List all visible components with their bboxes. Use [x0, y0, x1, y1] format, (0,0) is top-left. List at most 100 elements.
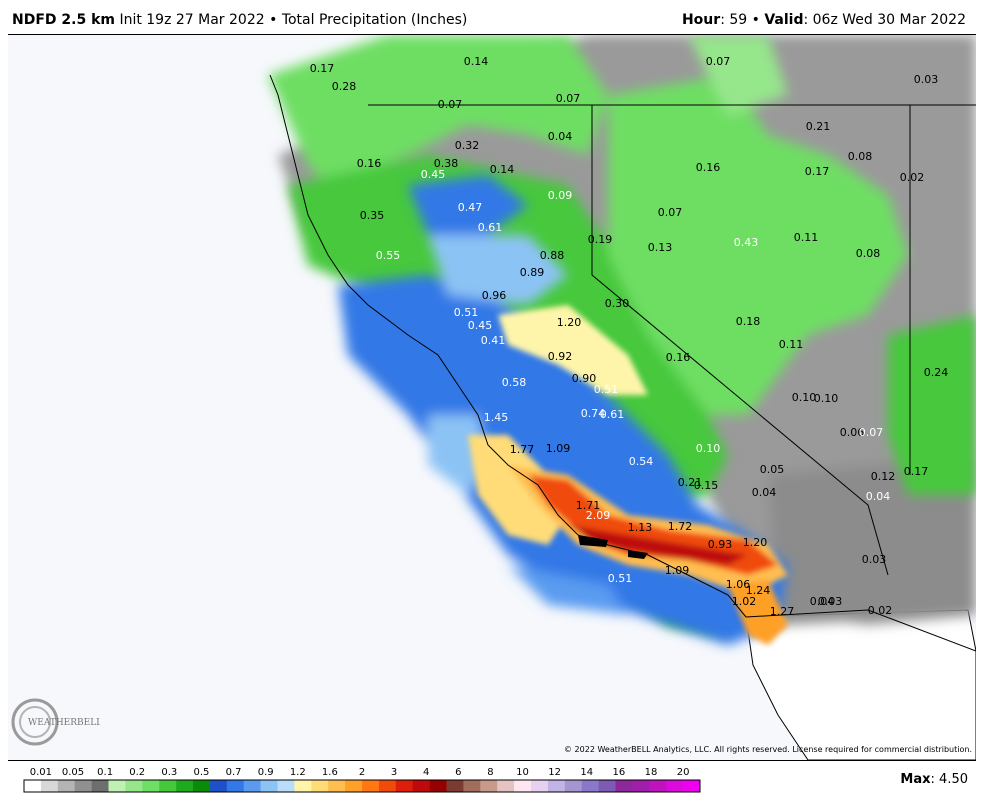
- map-canvas: 0.170.280.140.07 0.070.070.030.040.320.21…: [8, 35, 976, 760]
- legend-tick-label: 4: [423, 767, 429, 778]
- precip-value-label: 0.93: [708, 538, 733, 551]
- precip-value-label: 0.02: [868, 604, 893, 617]
- legend-swatch: [581, 780, 599, 792]
- legend-tick-label: 2: [359, 767, 365, 778]
- legend-swatch: [159, 780, 177, 792]
- legend-scale: 0.01 0.05 0.1 0.2 0.3 0.5 0.7 0.9 1.2 1.6 2 3 4 6 8 10 1…: [23, 767, 701, 793]
- legend-tick-label: 12: [548, 767, 561, 778]
- precip-value-label: 0.04: [752, 486, 777, 499]
- legend-swatch: [412, 780, 430, 792]
- model-name: NDFD 2.5 km: [12, 12, 115, 28]
- valid-info: Hour: 59 • Valid: 06z Wed 30 Mar 2022: [681, 12, 966, 28]
- precip-value-label: 0.05: [760, 463, 785, 476]
- legend-tick-label: 0.2: [129, 767, 145, 778]
- legend-tick-label: 20: [677, 767, 690, 778]
- legend-tick-label: 14: [580, 767, 593, 778]
- precip-value-label: 0.51: [608, 572, 633, 585]
- weatherbell-logo: WEATHERBELL: [10, 697, 102, 747]
- precip-value-label: 1.20: [743, 536, 768, 549]
- precip-value-label: 0.07: [658, 206, 683, 219]
- legend-swatch: [683, 780, 701, 792]
- precip-value-label: 0.07: [859, 426, 884, 439]
- precip-value-label: 1.72: [668, 520, 693, 533]
- legend-swatch: [345, 780, 363, 792]
- precip-value-label: 0.38: [434, 157, 459, 170]
- logo-text: WEATHERBELL: [28, 718, 100, 728]
- legend-swatch: [209, 780, 228, 792]
- legend-swatch: [514, 780, 532, 792]
- legend-swatch: [74, 780, 92, 792]
- legend-swatch: [666, 780, 684, 792]
- precip-value-label: 1.27: [770, 605, 795, 618]
- precip-value-label: 0.16: [357, 157, 382, 170]
- legend-swatch: [277, 780, 295, 792]
- legend-swatch: [362, 780, 380, 792]
- precip-value-label: 1.02: [732, 595, 757, 608]
- precip-value-label: 0.21: [678, 476, 703, 489]
- legend-swatch: [480, 780, 498, 792]
- precip-value-label: 0.13: [648, 241, 673, 254]
- precip-value-label: 0.17: [310, 62, 335, 75]
- precip-value-label: 0.14: [490, 163, 515, 176]
- precip-value-label: 1.20: [557, 316, 582, 329]
- precip-value-label: 0.11: [779, 338, 804, 351]
- precip-value-label: 0.58: [502, 376, 527, 389]
- precip-value-label: 1.24: [746, 584, 771, 597]
- legend-swatch: [108, 780, 126, 792]
- precip-value-label: 0.74: [581, 407, 606, 420]
- precip-value-label: 1.45: [484, 411, 509, 424]
- precip-value-label: 0.28: [332, 80, 357, 93]
- precip-value-label: 2.09: [586, 509, 611, 522]
- precip-value-label: 1.77: [510, 443, 535, 456]
- legend-swatch: [328, 780, 346, 792]
- legend-tick-label: 8: [487, 767, 493, 778]
- precip-value-label: 0.21: [806, 120, 831, 133]
- legend-swatch: [40, 780, 59, 792]
- precip-value-label: 0.15: [694, 479, 719, 492]
- legend-swatch: [497, 780, 515, 792]
- legend-tick-label: 0.5: [193, 767, 209, 778]
- copyright: © 2022 WeatherBELL Analytics, LLC. All r…: [564, 745, 972, 754]
- precip-value-label: 1.06: [726, 578, 751, 591]
- legend-tick-label: 0.7: [226, 767, 242, 778]
- legend-swatch: [446, 780, 464, 792]
- heavy-precip-band: [468, 305, 788, 645]
- legend-tick-label: 16: [613, 767, 626, 778]
- hour-label: Hour: [681, 12, 721, 28]
- legend-swatch: [142, 780, 160, 792]
- precip-value-label: 0.04: [810, 595, 835, 608]
- precip-value-label: 0.10: [792, 391, 817, 404]
- init-time: Init 19z 27 Mar 2022: [119, 12, 265, 28]
- legend-swatch: [311, 780, 329, 792]
- precip-value-label: 0.55: [376, 249, 401, 262]
- precip-value-label: 0.35: [360, 209, 385, 222]
- precip-value-label: 0.30: [605, 297, 630, 310]
- hour-value: : 59: [720, 12, 748, 28]
- legend-tick-label: 0.1: [97, 767, 113, 778]
- legend-swatch: [547, 780, 566, 792]
- precip-value-label: 0.04: [866, 490, 891, 503]
- legend-swatch: [598, 780, 616, 792]
- precip-value-label: 0.45: [421, 168, 446, 181]
- precip-value-label: 1.09: [665, 564, 690, 577]
- precip-value-label: 0.19: [588, 233, 613, 246]
- precip-value-label: 0.04: [548, 130, 573, 143]
- value-labels: 0.170.280.140.07 0.070.070.030.040.320.21…: [310, 55, 949, 618]
- precip-value-label: 0.61: [478, 221, 503, 234]
- legend-swatch: [463, 780, 481, 792]
- precip-value-label: 0.92: [548, 350, 573, 363]
- legend-swatch: [615, 780, 633, 792]
- channel-islands: [578, 535, 648, 559]
- border-ca-nv: [591, 105, 889, 576]
- precip-value-label: 0.06: [840, 426, 865, 439]
- legend-swatch: [57, 780, 75, 792]
- legend-swatch: [24, 780, 42, 792]
- precip-value-label: 0.96: [482, 289, 507, 302]
- precip-value-label: 0.03: [862, 553, 887, 566]
- precip-value-label: 0.90: [572, 372, 597, 385]
- precip-value-label: 0.07: [556, 92, 581, 105]
- precip-value-label: 0.10: [814, 392, 839, 405]
- legend-swatch: [531, 780, 549, 792]
- header: NDFD 2.5 km Init 19z 27 Mar 2022 • Total…: [0, 0, 984, 34]
- valid-label: Valid: [764, 12, 804, 28]
